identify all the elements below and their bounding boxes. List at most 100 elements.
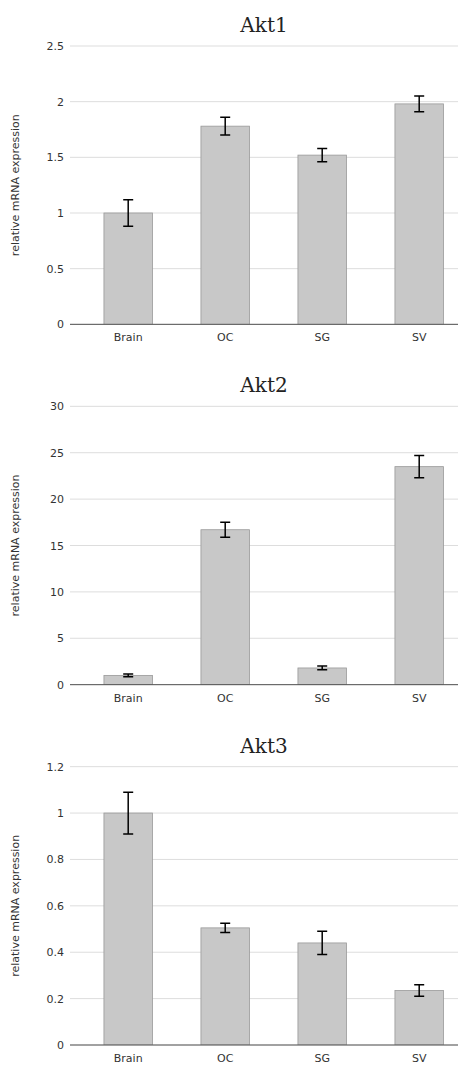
error-bar (220, 117, 230, 135)
x-tick-label: SG (314, 692, 330, 705)
chart-panel: 00.20.40.60.811.2BrainOCSGSVAkt3relative… (9, 734, 458, 1065)
x-tick-label: OC (217, 331, 234, 344)
y-tick-label: 1 (57, 807, 64, 820)
error-bar (414, 456, 424, 478)
grid-line (70, 46, 458, 47)
y-tick-label: 0 (57, 318, 64, 331)
y-tick-label: 5 (57, 632, 64, 645)
grid-line (70, 101, 458, 102)
bar (104, 213, 153, 324)
x-axis-line (70, 1045, 458, 1046)
error-cap (317, 931, 327, 933)
error-stem (418, 96, 420, 112)
error-bar (317, 148, 327, 161)
error-stem (127, 200, 129, 227)
bar (201, 530, 250, 685)
y-axis-label: relative mRNA expression (9, 835, 22, 977)
grid-line (70, 684, 458, 685)
grid-line (70, 406, 458, 407)
marks (104, 456, 444, 685)
y-tick-label: 1.2 (47, 761, 65, 774)
error-cap (317, 148, 327, 150)
error-cap (414, 455, 424, 457)
grid-line (70, 766, 458, 767)
error-bar (414, 96, 424, 112)
x-tick-label: SG (314, 331, 330, 344)
grid-line (70, 452, 458, 453)
y-tick-label: 10 (50, 586, 64, 599)
y-tick-label: 0.5 (47, 263, 65, 276)
figure: 0 0.5 1 1.5 2 2.5 Brain OC SG SV Akt1 relative mRNA… (0, 0, 474, 1081)
page: {"chart_data": [ {"type": "bar", "title"… (0, 0, 474, 1081)
error-cap (317, 669, 327, 671)
y-tick-label: 25 (50, 447, 64, 460)
y-tick-label: 0.6 (47, 900, 65, 913)
error-cap (123, 833, 133, 835)
chart-panel: 051015202530BrainOCSGSVAkt2relative mRNA… (9, 373, 458, 704)
error-cap (220, 932, 230, 934)
x-tick-label: SG (314, 1052, 330, 1065)
error-cap (123, 226, 133, 228)
chart-title: Akt2 (239, 373, 287, 397)
y-axis-label: relative mRNA expression (9, 114, 22, 256)
x-tick-label: Brain (114, 331, 143, 344)
y-tick-label: 2 (57, 96, 64, 109)
error-cap (414, 95, 424, 97)
bar (298, 668, 347, 685)
error-stem (224, 923, 226, 932)
x-tick-label: SV (412, 1052, 427, 1065)
bar (395, 104, 444, 324)
chart-panel: 0 0.5 1 1.5 2 2.5 Brain OC SG SV Akt1 relative mRNA… (9, 13, 458, 344)
y-axis-label: relative mRNA expression (9, 475, 22, 617)
bar (104, 813, 153, 1045)
bar (201, 928, 250, 1045)
bar (395, 990, 444, 1045)
bar (104, 675, 153, 684)
error-stem (418, 985, 420, 997)
x-tick-label: SV (412, 331, 427, 344)
error-stem (127, 792, 129, 834)
x-tick-label: Brain (114, 692, 143, 705)
marks (104, 792, 444, 1045)
error-bar (123, 200, 133, 227)
error-cap (123, 673, 133, 675)
error-bar (123, 674, 133, 677)
x-axis-line (70, 684, 458, 685)
error-bar (317, 666, 327, 670)
error-cap (414, 111, 424, 113)
grid-line (70, 1045, 458, 1046)
y-tick-label: 2.5 (47, 40, 65, 53)
y-tick-label: 0.4 (47, 946, 65, 959)
error-bar (220, 522, 230, 537)
error-cap (220, 522, 230, 524)
chart-title: Akt1 (239, 13, 287, 37)
error-cap (123, 676, 133, 678)
error-bar (414, 985, 424, 997)
bar (298, 943, 347, 1045)
y-tick-label: 1 (57, 207, 64, 220)
error-stem (418, 456, 420, 478)
bar (298, 155, 347, 324)
error-cap (317, 665, 327, 667)
error-cap (123, 199, 133, 201)
error-bar (220, 923, 230, 932)
grid-line (70, 324, 458, 325)
x-tick-label: SV (412, 692, 427, 705)
error-stem (321, 931, 323, 954)
error-cap (123, 791, 133, 793)
x-axis-line (70, 324, 458, 325)
y-tick-label: 0 (57, 679, 64, 692)
error-cap (220, 536, 230, 538)
y-tick-label: 0 (57, 1039, 64, 1052)
y-tick-label: 0.8 (47, 853, 65, 866)
error-bar (317, 931, 327, 954)
y-tick-label: 1.5 (47, 151, 65, 164)
error-cap (220, 117, 230, 119)
error-cap (414, 984, 424, 986)
error-stem (224, 522, 226, 537)
error-bar (123, 792, 133, 834)
x-tick-label: Brain (114, 1052, 143, 1065)
y-tick-label: 30 (50, 400, 64, 413)
bar (201, 126, 250, 324)
y-tick-label: 20 (50, 493, 64, 506)
